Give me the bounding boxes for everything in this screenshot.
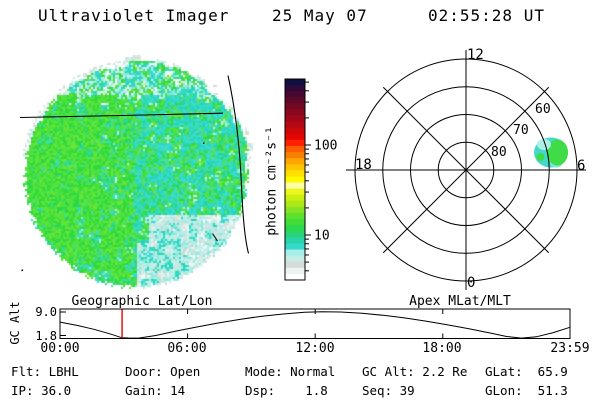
colorbar-unit-label: photon cm⁻²s⁻¹ — [264, 126, 280, 236]
colorbar-band — [285, 121, 305, 129]
colorbar-band — [285, 176, 305, 184]
mlat-label: 80 — [491, 145, 507, 160]
time-tick-1200: 12:00 — [295, 341, 335, 356]
colorbar-band — [285, 267, 305, 275]
time-tick-2359: 23:59 — [550, 341, 590, 356]
colorbar-band — [285, 146, 305, 153]
polar-grid — [346, 50, 586, 290]
mlt-spoke — [382, 169, 467, 254]
colorbar-band — [285, 237, 305, 245]
colorbar-band — [285, 97, 305, 104]
colorbar-band — [285, 273, 305, 281]
status-glon: GLon: 51.3 — [485, 383, 568, 398]
disk-graticule — [19, 75, 250, 272]
stray-dot — [21, 269, 24, 272]
time-tick-1800: 18:00 — [422, 341, 462, 356]
colorbar-band — [285, 219, 305, 226]
disk-longitude-line — [227, 75, 250, 254]
colorbar-band — [285, 188, 305, 196]
colorbar-band — [285, 255, 305, 263]
colorbar-band — [285, 164, 305, 171]
time-tick-0600: 06:00 — [167, 341, 207, 356]
time-tick-0000: 00:00 — [40, 341, 80, 356]
aurora-patch — [534, 137, 568, 168]
colorbar-band — [285, 261, 305, 269]
colorbar-band — [285, 85, 305, 92]
disk-grid-dash — [212, 233, 218, 242]
colorbar-band — [285, 152, 305, 159]
disk-panel-title: Geographic Lat/Lon — [71, 294, 213, 309]
time-label: 02:55:28 UT — [428, 6, 545, 25]
disk-latitude-line — [19, 112, 224, 119]
colorbar-band — [285, 133, 305, 141]
stray-dot — [203, 142, 205, 144]
colorbar-band — [285, 158, 305, 165]
colorbar-border — [284, 78, 306, 281]
colorbar: 100 10 — [284, 78, 337, 281]
colorbar-tick-label: 10 — [314, 229, 330, 244]
mlt-spoke — [382, 86, 467, 171]
colorbar-band — [285, 249, 305, 257]
colorbar-band — [285, 200, 305, 208]
polar-panel-title: Apex MLat/MLT — [409, 294, 511, 309]
colorbar-band — [285, 115, 305, 123]
status-door: Door: Open — [125, 364, 201, 379]
gc-alt-ytick-9: 9.0 — [35, 305, 57, 319]
gc-alt-axis-label: GC Alt — [8, 301, 22, 345]
status-gain: Gain: 14 — [125, 383, 186, 398]
aurora-spot — [536, 153, 545, 161]
colorbar-band — [285, 225, 305, 232]
aurora-highlight — [537, 139, 551, 150]
colorbar-band — [285, 170, 305, 178]
colorbar-tick-label: 100 — [314, 139, 337, 154]
mlt-spoke — [465, 169, 550, 254]
colorbar-band — [285, 213, 305, 220]
gc-alt-curve — [59, 311, 571, 339]
status-glat: GLat: 65.9 — [485, 364, 568, 379]
colorbar-band — [285, 109, 305, 117]
colorbar-band — [285, 231, 305, 238]
mlt-label-18: 18 — [355, 157, 372, 173]
colorbar-band — [285, 91, 305, 98]
status-seq: Seq: 39 — [362, 383, 415, 398]
status-gc-alt: GC Alt: 2.2 Re — [362, 364, 468, 379]
mlt-label-0: 0 — [467, 275, 475, 291]
mlt-spoke — [465, 86, 550, 171]
colorbar-band — [285, 79, 305, 86]
colorbar-band — [285, 103, 305, 111]
colorbar-band — [285, 182, 305, 190]
mlt-label-6: 6 — [577, 158, 585, 174]
gc-alt-ytick-1_8: 1.8 — [35, 329, 57, 343]
colorbar-band — [285, 194, 305, 202]
colorbar-band — [285, 243, 305, 251]
aurora-core — [547, 139, 568, 166]
colorbar-band — [285, 206, 305, 214]
status-dsp: Dsp: 1.8 — [245, 383, 328, 398]
status-ip: IP: 36.0 — [11, 383, 72, 398]
status-filter: Flt: LBHL — [11, 364, 79, 379]
app-title: Ultraviolet Imager — [38, 6, 230, 25]
uv-disk-image — [13, 55, 257, 295]
mlat-label: 60 — [535, 102, 551, 117]
colorbar-band — [285, 139, 305, 147]
colorbar-band — [285, 127, 305, 135]
status-mode: Mode: Normal — [245, 364, 336, 379]
mlat-label: 70 — [513, 123, 529, 138]
date-label: 25 May 07 — [272, 6, 368, 25]
mlt-label-12: 12 — [467, 47, 484, 63]
gc-alt-strip-chart — [59, 308, 571, 339]
